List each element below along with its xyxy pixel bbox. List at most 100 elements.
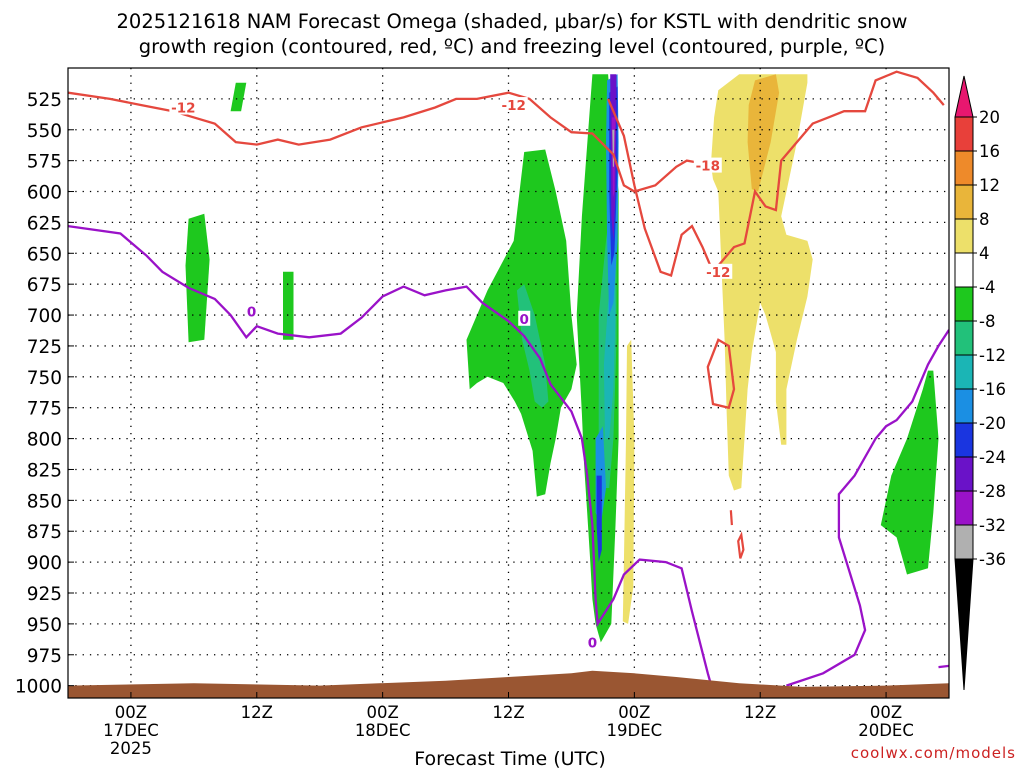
colorbar-label: -36 — [979, 550, 1006, 569]
x-tick-label: 12Z — [744, 703, 776, 722]
y-axis: 525 550 575 600 625 650 675 700 725 750 775 800 825 8… — [15, 90, 74, 698]
omega-shade-region — [185, 213, 210, 343]
y-tick-label: 675 — [27, 275, 62, 296]
x-tick-year: 2025 — [110, 739, 152, 758]
colorbar-cell — [954, 490, 974, 526]
y-tick-label: 975 — [27, 646, 62, 667]
colorbar-bottom-arrow — [954, 558, 974, 691]
colorbar-label: 8 — [979, 210, 990, 229]
x-tick-label: 00Z — [870, 703, 902, 722]
dgz-upper-contour — [68, 91, 709, 193]
x-axis-label: Forecast Time (UTC) — [414, 748, 605, 768]
chart-title-line2: growth region (contoured, red, ºC) and f… — [139, 35, 886, 58]
colorbar-cell — [954, 286, 974, 322]
colorbar: 20 16 12 8 4 -4 -8 -12 -16 -20 -24 -28 -32 -36 — [954, 75, 1006, 691]
x-tick-date: 19DEC — [607, 721, 663, 740]
colorbar-cell — [954, 524, 974, 560]
x-tick-date: 18DEC — [355, 721, 411, 740]
y-tick-label: 575 — [27, 152, 62, 173]
freezing-level-right-contour — [786, 329, 949, 687]
omega-shade-region — [283, 271, 294, 340]
freezing-contour-label: 0 — [520, 312, 529, 328]
omega-shade-region — [747, 74, 780, 192]
colorbar-label: -8 — [979, 312, 995, 331]
gridlines — [68, 68, 949, 698]
x-tick-label: 00Z — [366, 703, 398, 722]
colorbar-cell — [954, 218, 974, 254]
y-tick-label: 800 — [27, 430, 62, 451]
colorbar-label: -4 — [979, 278, 995, 297]
y-tick-label: 875 — [27, 522, 62, 543]
dgz-contour-label: -12 — [502, 98, 526, 114]
y-tick-label: 825 — [27, 460, 62, 481]
freezing-level-contour — [68, 224, 716, 698]
colorbar-cell — [954, 456, 974, 492]
site-credit: coolwx.com/models — [851, 744, 1016, 762]
dgz-contour-label-bg — [704, 263, 733, 279]
x-tick-date: 17DEC — [103, 721, 159, 740]
x-tick-date: 20DEC — [858, 721, 914, 740]
colorbar-label: -24 — [979, 448, 1006, 467]
chart-title-line1: 2025121618 NAM Forecast Omega (shaded, μ… — [117, 10, 908, 33]
omega-shade-region — [710, 74, 813, 491]
terrain-layer — [68, 670, 949, 698]
dgz-contour-label-bg — [499, 97, 528, 113]
y-tick-label: 550 — [27, 121, 62, 142]
colorbar-label: 12 — [979, 176, 1000, 195]
contour-labels: -12 -12 -18 -12 0 0 0 — [169, 97, 733, 651]
x-tick-label: 00Z — [618, 703, 650, 722]
freezing-contour-label: 0 — [247, 304, 256, 320]
y-tick-label: 1000 — [15, 677, 62, 698]
colorbar-label: -32 — [979, 516, 1006, 535]
y-tick-label: 950 — [27, 615, 62, 636]
dgz-small-contour — [737, 531, 745, 559]
colorbar-cell — [954, 354, 974, 390]
colorbar-cell — [954, 184, 974, 220]
colorbar-label: -20 — [979, 414, 1006, 433]
freezing-contour-label-bg — [518, 310, 531, 326]
colorbar-cell — [954, 116, 974, 152]
y-tick-label: 900 — [27, 553, 62, 574]
dgz-tiny-contour — [729, 510, 733, 526]
y-tick-label: 775 — [27, 399, 62, 420]
colorbar-cell — [954, 320, 974, 356]
x-tick-label: 12Z — [492, 703, 524, 722]
y-tick-label: 925 — [27, 584, 62, 605]
dgz-contour-label-bg — [693, 157, 722, 173]
y-tick-label: 650 — [27, 244, 62, 265]
dgz-closed-contour — [706, 338, 736, 410]
omega-shade-region — [880, 370, 939, 575]
x-tick-label: 12Z — [241, 703, 273, 722]
colorbar-label: 4 — [979, 244, 990, 263]
dgz-contour-label-bg — [169, 99, 198, 115]
colorbar-top-arrow — [954, 75, 974, 118]
freezing-contour-label: 0 — [588, 635, 597, 651]
y-tick-label: 750 — [27, 368, 62, 389]
colorbar-cell — [954, 150, 974, 186]
terrain-surface — [68, 670, 949, 698]
freezing-level-stub — [938, 664, 949, 669]
omega-shade-region — [230, 82, 247, 112]
y-tick-label: 525 — [27, 90, 62, 111]
freezing-contour-label-bg — [245, 303, 258, 319]
omega-shade-region — [596, 475, 602, 563]
colorbar-cell — [954, 422, 974, 458]
y-tick-label: 725 — [27, 337, 62, 358]
y-tick-label: 625 — [27, 213, 62, 234]
colorbar-label: -16 — [979, 380, 1006, 399]
x-tick-label: 00Z — [115, 703, 147, 722]
y-tick-label: 700 — [27, 306, 62, 327]
colorbar-label: 16 — [979, 142, 1000, 161]
freezing-contour-label-bg — [586, 634, 599, 650]
y-tick-label: 600 — [27, 183, 62, 204]
colorbar-label: 20 — [979, 108, 1000, 127]
omega-shade-region — [622, 339, 635, 624]
colorbar-cell — [954, 252, 974, 288]
dgz-contour-label: -12 — [171, 101, 195, 117]
y-tick-label: 850 — [27, 491, 62, 512]
colorbar-cell — [954, 388, 974, 424]
colorbar-label: -28 — [979, 482, 1006, 501]
